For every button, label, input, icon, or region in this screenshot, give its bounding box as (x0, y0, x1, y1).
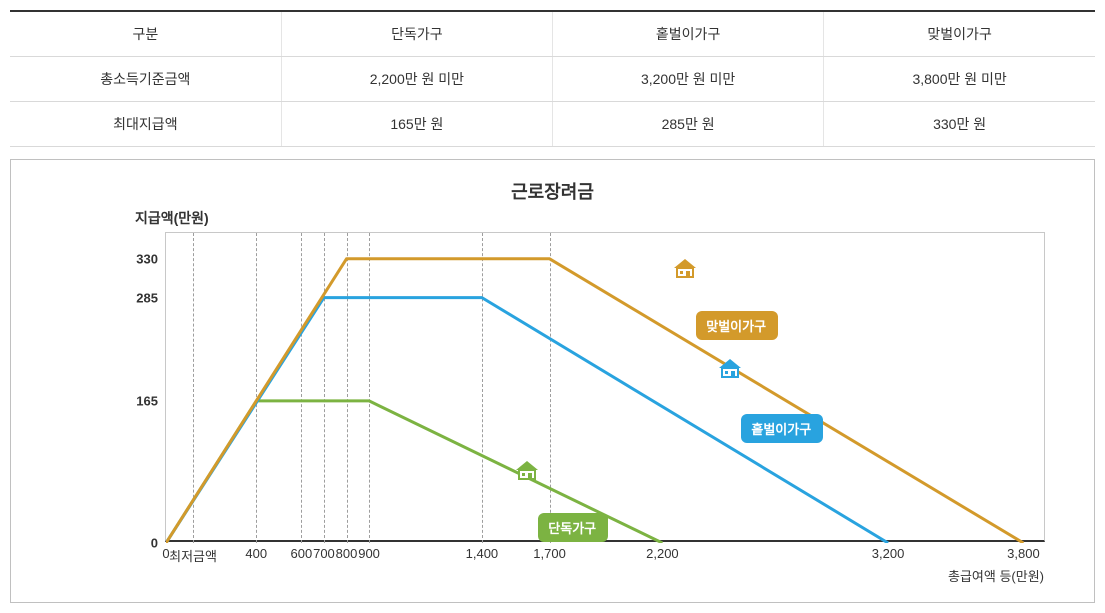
chart-y-axis-label: 지급액(만원) (135, 208, 1080, 228)
x-tick-label: 최저금액 (169, 546, 217, 565)
y-tick-label: 285 (136, 290, 158, 305)
house-icon (514, 459, 540, 481)
x-tick-label: 400 (245, 546, 267, 561)
table-cell: 총소득기준금액 (10, 57, 281, 102)
table-header: 단독가구 (281, 11, 552, 57)
x-tick-label: 800 (336, 546, 358, 561)
chart-lines (166, 233, 1046, 543)
chart-x-axis-label: 총급여액 등(만원) (948, 566, 1044, 585)
table-cell: 330만 원 (824, 102, 1095, 147)
x-tick-label: 700 (313, 546, 335, 561)
house-icon (672, 257, 698, 279)
table-cell: 3,200만 원 미만 (553, 57, 824, 102)
legend-two_earner: 맞벌이가구 (696, 311, 778, 340)
table-cell: 3,800만 원 미만 (824, 57, 1095, 102)
legend-single: 단독가구 (538, 513, 608, 542)
y-tick-label: 165 (136, 393, 158, 408)
table-row: 최대지급액 165만 원 285만 원 330만 원 (10, 102, 1095, 147)
x-tick-label: 1,400 (466, 546, 499, 561)
table-cell: 최대지급액 (10, 102, 281, 147)
chart-plot-area: 01652853300최저금액4006007008009001,4001,700… (165, 232, 1045, 542)
x-tick-label: 900 (358, 546, 380, 561)
legend-one_earner: 홑벌이가구 (741, 414, 823, 443)
table-cell: 2,200만 원 미만 (281, 57, 552, 102)
table-header: 홑벌이가구 (553, 11, 824, 57)
chart-title: 근로장려금 (25, 178, 1080, 204)
x-tick-label: 3,200 (872, 546, 905, 561)
criteria-table: 구분 단독가구 홑벌이가구 맞벌이가구 총소득기준금액 2,200만 원 미만 … (10, 10, 1095, 147)
x-tick-label: 600 (291, 546, 313, 561)
table-header: 구분 (10, 11, 281, 57)
chart-panel: 근로장려금 지급액(만원) 01652853300최저금액40060070080… (10, 159, 1095, 603)
y-tick-label: 0 (151, 536, 158, 551)
table-cell: 165만 원 (281, 102, 552, 147)
table-header: 맞벌이가구 (824, 11, 1095, 57)
house-icon (717, 357, 743, 379)
x-tick-label: 3,800 (1007, 546, 1040, 561)
y-tick-label: 330 (136, 251, 158, 266)
table-row: 총소득기준금액 2,200만 원 미만 3,200만 원 미만 3,800만 원… (10, 57, 1095, 102)
x-tick-label: 2,200 (646, 546, 679, 561)
table-cell: 285만 원 (553, 102, 824, 147)
x-tick-label: 1,700 (533, 546, 566, 561)
